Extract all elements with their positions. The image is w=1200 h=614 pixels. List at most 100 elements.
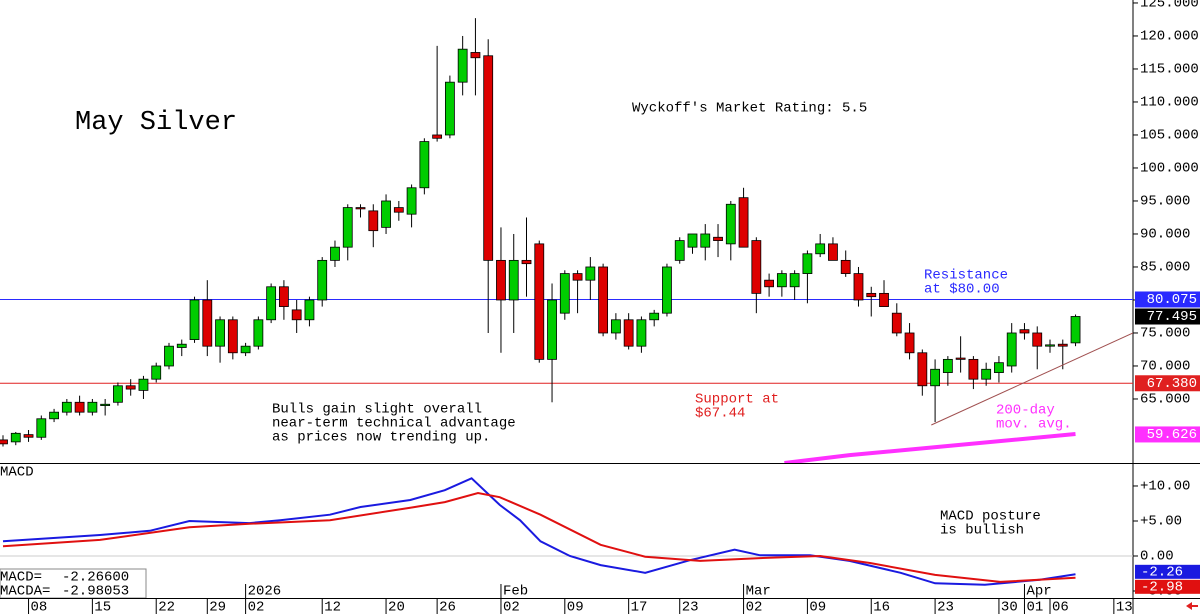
y-tick-label: 90.000 bbox=[1140, 227, 1190, 243]
candle-body bbox=[74, 401, 85, 413]
price-box-label: 67.380 bbox=[1147, 376, 1197, 392]
candle-body bbox=[866, 292, 877, 298]
annotation: 200-day bbox=[996, 403, 1055, 419]
price-box-label: 77.495 bbox=[1147, 309, 1197, 325]
candle-body bbox=[317, 259, 328, 301]
x-tick-label: 23 bbox=[682, 600, 699, 614]
candle-body bbox=[189, 299, 200, 340]
price-box-label: 80.075 bbox=[1147, 292, 1197, 308]
x-tick-label: 02 bbox=[746, 600, 763, 614]
candle-body bbox=[393, 207, 404, 213]
candle-body bbox=[304, 299, 315, 321]
x-tick-label: 16 bbox=[873, 600, 890, 614]
candle-body bbox=[164, 345, 174, 367]
candle-body bbox=[342, 207, 353, 248]
candle-body bbox=[36, 418, 47, 438]
trendline bbox=[931, 332, 1133, 426]
candle-body bbox=[227, 319, 238, 354]
candle-body bbox=[202, 299, 213, 347]
month-label: 2026 bbox=[248, 584, 282, 600]
price-box-label: 59.626 bbox=[1147, 427, 1197, 443]
candle-body bbox=[636, 319, 647, 347]
candle-body bbox=[10, 432, 21, 443]
y-tick-label: 105.000 bbox=[1140, 128, 1199, 144]
candle-body bbox=[930, 368, 940, 387]
candle-body bbox=[891, 312, 902, 334]
candle-body bbox=[738, 197, 749, 248]
candle-body bbox=[49, 411, 59, 420]
candle-body bbox=[725, 203, 736, 245]
scroll-arrow[interactable] bbox=[1186, 602, 1198, 610]
candle-body bbox=[176, 343, 187, 348]
annotation: near-term technical advantage bbox=[272, 416, 516, 432]
readout-value: -2.98053 bbox=[62, 584, 129, 600]
x-tick-label: 09 bbox=[809, 600, 826, 614]
y-tick-label: +5.00 bbox=[1140, 514, 1182, 530]
annotation: as prices now trending up. bbox=[272, 430, 490, 446]
candle-body bbox=[662, 266, 672, 314]
x-tick-label: 23 bbox=[937, 600, 954, 614]
candle-body bbox=[713, 236, 723, 241]
price-box bbox=[1135, 426, 1200, 443]
candle-body bbox=[994, 362, 1004, 373]
x-tick-label: 06 bbox=[1052, 600, 1069, 614]
candle-body bbox=[649, 312, 660, 321]
annotation: Bulls gain slight overall bbox=[272, 402, 482, 418]
moving-average bbox=[784, 432, 1076, 463]
x-tick-label: 02 bbox=[503, 600, 520, 614]
candle-body bbox=[968, 358, 979, 380]
candle-body bbox=[87, 401, 98, 413]
candle-body bbox=[815, 243, 826, 255]
x-tick-label: 17 bbox=[631, 600, 648, 614]
price-box bbox=[1135, 375, 1200, 392]
candle-body bbox=[470, 52, 481, 59]
candle-body bbox=[917, 352, 928, 387]
candle-body bbox=[279, 286, 289, 307]
candle-body bbox=[598, 266, 609, 334]
annotation: is bullish bbox=[940, 523, 1024, 539]
candle-body bbox=[100, 403, 111, 406]
x-tick-label: 02 bbox=[248, 600, 265, 614]
candle-body bbox=[151, 365, 162, 380]
annotation: Support at bbox=[695, 392, 779, 408]
candle-body bbox=[291, 309, 302, 321]
candle-body bbox=[496, 259, 506, 301]
candle-body bbox=[623, 319, 634, 347]
candle-body bbox=[853, 273, 864, 301]
candle-body bbox=[559, 273, 570, 314]
candle-body bbox=[1032, 332, 1043, 347]
candle-body bbox=[904, 332, 915, 354]
candle-body bbox=[789, 273, 800, 288]
candle-body bbox=[215, 319, 225, 347]
candle-body bbox=[840, 259, 851, 274]
readout-value: -2.26600 bbox=[62, 570, 129, 586]
candle-body bbox=[113, 385, 123, 403]
candle-body bbox=[955, 357, 966, 360]
y-tick-label: 70.000 bbox=[1140, 359, 1190, 375]
candle-body bbox=[61, 401, 72, 413]
y-tick-label: 120.000 bbox=[1140, 29, 1199, 45]
y-tick-label: +10.00 bbox=[1140, 479, 1190, 495]
y-tick-label: 110.000 bbox=[1140, 95, 1199, 111]
candle-body bbox=[330, 246, 340, 261]
y-tick-label: 95.000 bbox=[1140, 194, 1190, 210]
candle-body bbox=[381, 200, 391, 228]
chart-subtitle: Wyckoff's Market Rating: 5.5 bbox=[632, 101, 867, 117]
month-label: Mar bbox=[746, 584, 771, 600]
candle-body bbox=[751, 240, 762, 294]
y-tick-label: 65.000 bbox=[1140, 392, 1190, 408]
x-tick-label: 01 bbox=[1026, 600, 1043, 614]
candle-body bbox=[1006, 332, 1017, 367]
price-plot bbox=[0, 18, 1133, 463]
candle-body bbox=[828, 243, 838, 261]
macd-box bbox=[1135, 579, 1200, 594]
candle-body bbox=[802, 253, 813, 274]
x-tick-label: 08 bbox=[31, 600, 48, 614]
candle-body bbox=[266, 286, 277, 321]
annotation: at $80.00 bbox=[924, 282, 1000, 298]
price-box bbox=[1135, 291, 1200, 308]
candle-body bbox=[879, 292, 889, 307]
candle-body bbox=[547, 299, 557, 360]
x-tick-label: 30 bbox=[1001, 600, 1018, 614]
y-tick-label: 125.000 bbox=[1140, 0, 1199, 12]
